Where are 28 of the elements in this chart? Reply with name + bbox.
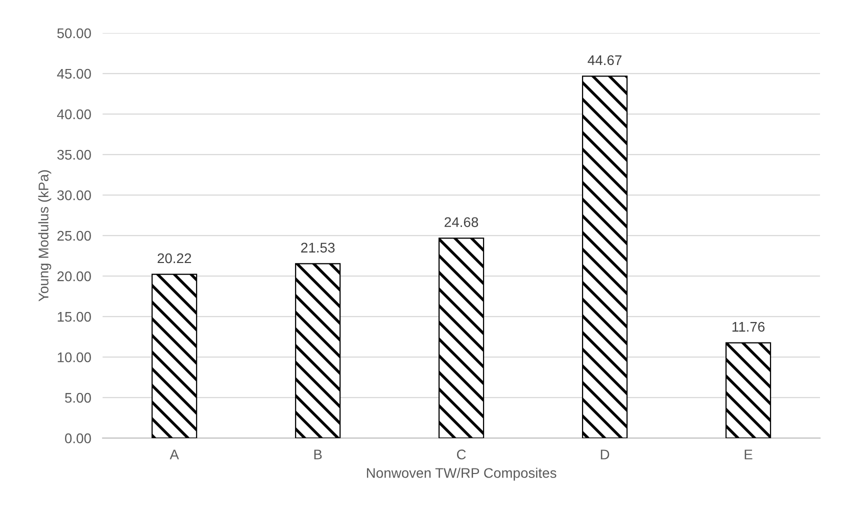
y-axis-title: Young Modulus (kPa)	[38, 170, 52, 302]
bar	[725, 342, 772, 438]
y-tick-label: 25.00	[57, 230, 91, 241]
x-axis-title: Nonwoven TW/RP Composites	[366, 468, 556, 481]
data-label: 21.53	[301, 242, 335, 253]
y-tick-label: 40.00	[57, 109, 91, 120]
x-tick-label: D	[600, 450, 610, 460]
data-label: 44.67	[588, 55, 622, 66]
y-tick-label: 50.00	[57, 28, 91, 38]
data-label: 20.22	[158, 253, 192, 264]
x-tick-label: A	[170, 450, 179, 460]
y-tick-label: 10.00	[58, 352, 91, 362]
y-tick-label: 30.00	[57, 190, 91, 200]
data-label: 11.76	[732, 322, 765, 332]
y-tick-label: 15.00	[58, 312, 91, 322]
x-tick-label: E	[744, 450, 752, 460]
bar	[295, 263, 341, 438]
data-label: 24.68	[444, 217, 478, 228]
y-tick-label: 0.00	[65, 433, 91, 444]
bar	[438, 238, 484, 438]
y-tick-label: 5.00	[65, 392, 91, 403]
bar	[152, 274, 198, 438]
y-tick-label: 35.00	[57, 150, 91, 160]
x-tick-label: C	[457, 450, 466, 460]
x-tick-label: B	[314, 450, 322, 460]
bar	[582, 76, 628, 438]
y-tick-label: 45.00	[57, 68, 91, 79]
y-tick-label: 20.00	[57, 271, 91, 282]
